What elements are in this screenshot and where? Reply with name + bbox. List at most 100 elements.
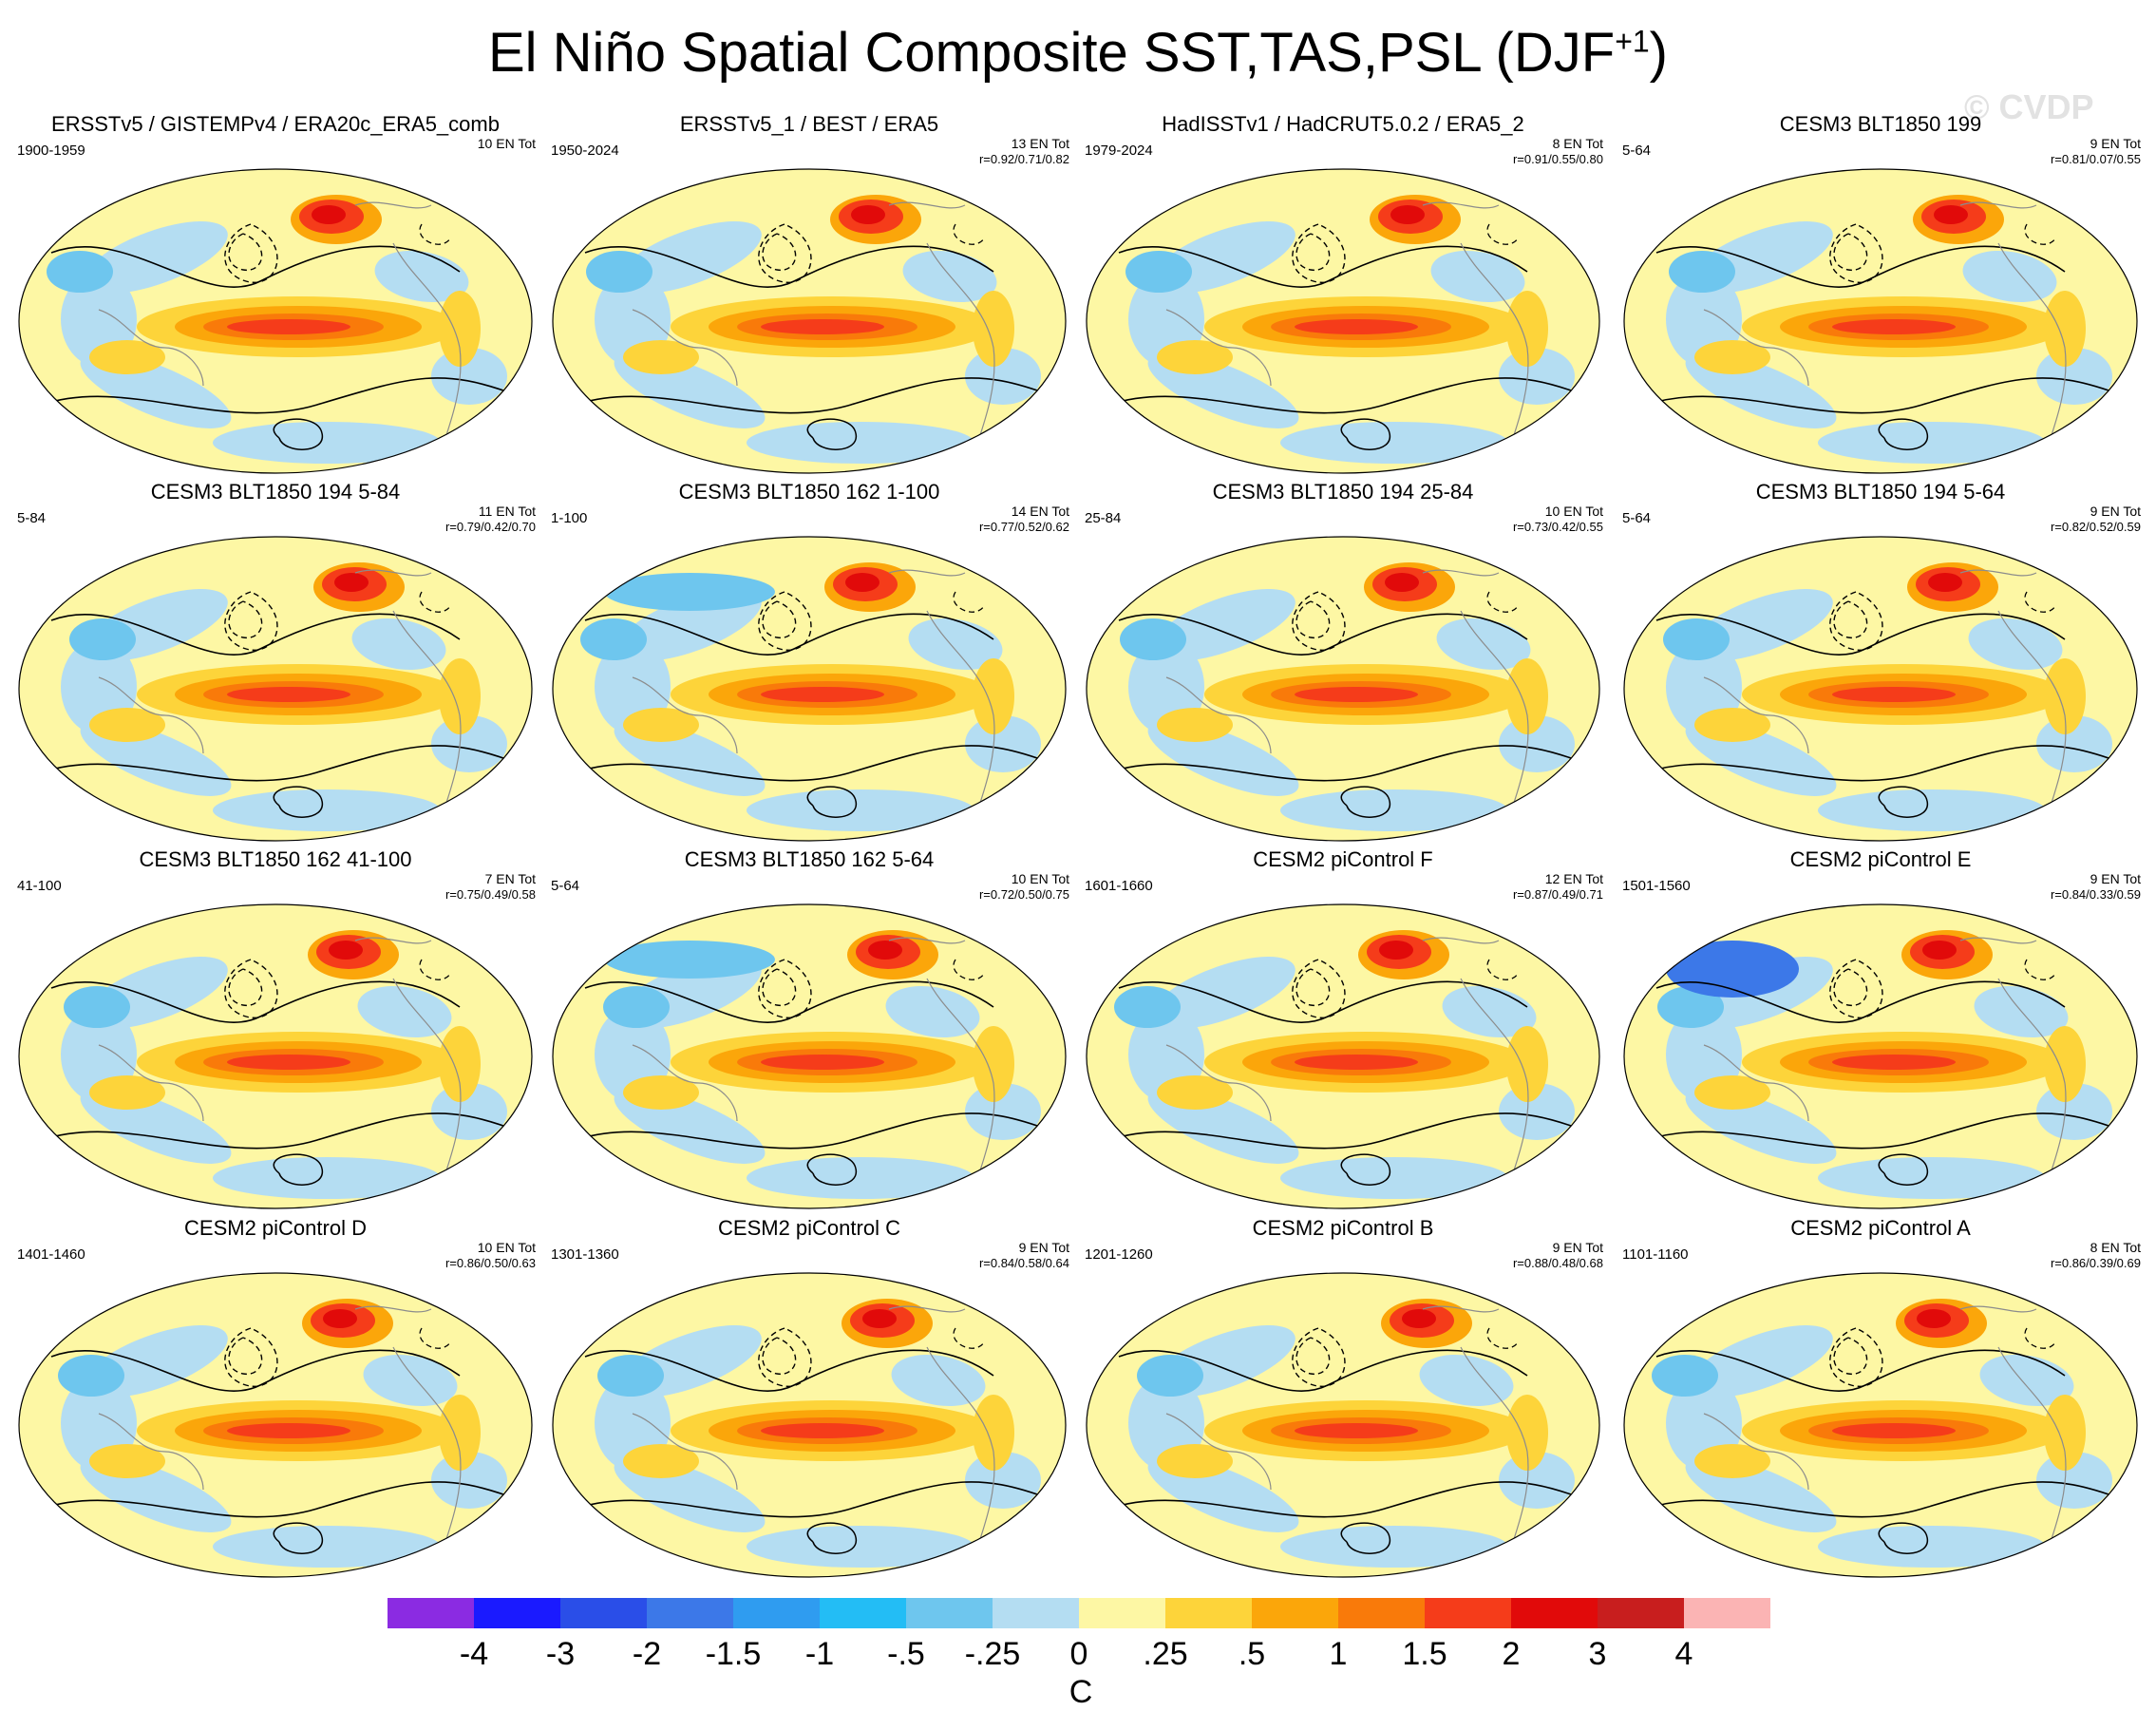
coastline	[392, 1346, 462, 1557]
psl-contour	[575, 377, 1051, 414]
coastline	[1703, 676, 1809, 754]
cool-anomaly	[580, 618, 647, 660]
cool-anomaly	[1968, 618, 2063, 671]
anomaly-map	[18, 903, 533, 1209]
psl-contour-negative	[1833, 233, 1868, 271]
panel-title: CESM3 BLT1850 162 5-64	[684, 847, 935, 871]
panel-correlations: r=0.86/0.39/0.69	[2050, 1256, 2141, 1270]
warm-anomaly	[1295, 319, 1418, 334]
colorbar-tick-label: -1	[804, 1636, 835, 1672]
psl-contour-negative	[762, 600, 797, 638]
map-outline	[1623, 168, 2138, 474]
map-panel: CESM3 BLT1850 162 41-100 41-100 7 EN Tot r=…	[9, 847, 541, 1218]
coastline	[632, 1044, 738, 1122]
coastline	[632, 676, 738, 754]
panel-years: 5-64	[1622, 143, 1652, 159]
psl-contour-negative	[953, 1327, 985, 1349]
colorbar	[388, 1598, 1770, 1628]
cool-anomaly	[603, 986, 670, 1028]
map-panel: CESM2 piControl D 1401-1460 10 EN Tot r=0.8…	[9, 1216, 541, 1587]
panel-correlations: r=0.79/0.42/0.70	[444, 520, 536, 534]
psl-contour	[1646, 745, 2123, 782]
psl-contour	[1118, 980, 1528, 1023]
cool-anomaly	[213, 1526, 441, 1568]
panel-years: 5-84	[17, 510, 47, 526]
panel-correlations: r=0.75/0.49/0.58	[444, 887, 536, 902]
psl-contour	[1340, 1522, 1390, 1554]
warm-anomaly	[1385, 573, 1419, 592]
warm-anomaly	[439, 658, 481, 734]
warm-anomaly	[1922, 941, 1957, 960]
map-outline	[18, 168, 533, 474]
coastline	[1460, 1346, 1529, 1557]
warm-anomaly	[439, 1395, 481, 1471]
psl-contour	[1878, 1153, 1928, 1186]
coastline	[98, 676, 204, 754]
warm-anomaly	[1295, 1055, 1418, 1070]
map-outline	[1623, 536, 2138, 842]
cool-anomaly	[747, 422, 974, 464]
panel-years: 1950-2024	[551, 143, 619, 159]
warm-anomaly	[2044, 1026, 2086, 1102]
coastline	[1460, 242, 1529, 453]
psl-contour	[1646, 1481, 2123, 1518]
colorbar-swatch	[906, 1598, 993, 1628]
psl-contour	[273, 1153, 323, 1186]
coastline	[1997, 978, 2067, 1188]
coastline	[354, 569, 432, 577]
colorbar-swatch	[1425, 1598, 1511, 1628]
colorbar-tick-label: .25	[1143, 1636, 1188, 1672]
warm-anomaly	[1832, 319, 1956, 334]
map-outline	[552, 903, 1067, 1209]
warm-anomaly	[1928, 573, 1962, 592]
map-outline	[1086, 1272, 1600, 1578]
warm-anomaly	[1934, 205, 1968, 224]
psl-contour-negative	[1292, 959, 1346, 1018]
psl-contour-negative	[758, 223, 812, 283]
panel-event-count: 13 EN Tot	[1011, 136, 1069, 151]
panel-event-count: 8 EN Tot	[1552, 136, 1603, 151]
coastline	[392, 610, 462, 821]
coastline	[632, 309, 738, 387]
map-panel: CESM2 piControl B 1201-1260 9 EN Tot r=0.88…	[1077, 1216, 1609, 1587]
cool-anomaly	[1120, 618, 1186, 660]
cool-anomaly	[1151, 957, 1295, 1029]
anomaly-map	[552, 1272, 1067, 1578]
psl-contour-negative	[419, 1327, 451, 1349]
psl-contour-negative	[1833, 1337, 1868, 1375]
cool-anomaly	[1430, 250, 1525, 303]
warm-anomaly	[2044, 658, 2086, 734]
warm-anomaly	[1402, 1309, 1436, 1328]
psl-contour	[1108, 377, 1585, 414]
psl-contour	[584, 1349, 994, 1392]
map-panel: CESM3 BLT1850 194 5-64 5-64 9 EN Tot r=0.82…	[1615, 480, 2147, 850]
coastline	[354, 1305, 432, 1313]
warm-anomaly	[89, 708, 165, 742]
map-outline	[1086, 903, 1600, 1209]
map-outline	[18, 903, 533, 1209]
cool-anomaly	[1818, 1526, 2046, 1568]
panel-event-count: 8 EN Tot	[2090, 1240, 2141, 1255]
colorbar-tick-label: .5	[1238, 1636, 1266, 1672]
cool-anomaly	[604, 573, 775, 611]
psl-contour	[1118, 613, 1528, 656]
cool-anomaly	[1979, 1354, 2074, 1407]
cool-anomaly	[604, 941, 775, 979]
cool-anomaly	[1663, 618, 1730, 660]
panel-event-count: 9 EN Tot	[2090, 136, 2141, 151]
map-panel: CESM3 BLT1850 194 5-84 5-84 11 EN Tot r=0.7…	[9, 480, 541, 850]
coastline	[1165, 1413, 1272, 1491]
map-panel: CESM3 BLT1850 194 25-84 25-84 10 EN Tot r=0…	[1077, 480, 1609, 850]
panel-event-count: 11 EN Tot	[478, 504, 536, 519]
warm-anomaly	[89, 340, 165, 374]
warm-anomaly	[623, 708, 699, 742]
psl-contour-negative	[1829, 959, 1883, 1018]
warm-anomaly	[312, 205, 346, 224]
panel-correlations: r=0.84/0.58/0.64	[978, 1256, 1069, 1270]
warm-anomaly	[334, 573, 369, 592]
coastline	[98, 1044, 204, 1122]
anomaly-map	[552, 903, 1067, 1209]
cool-anomaly	[597, 1355, 664, 1397]
psl-contour-negative	[1486, 591, 1519, 613]
warm-anomaly	[1506, 658, 1548, 734]
